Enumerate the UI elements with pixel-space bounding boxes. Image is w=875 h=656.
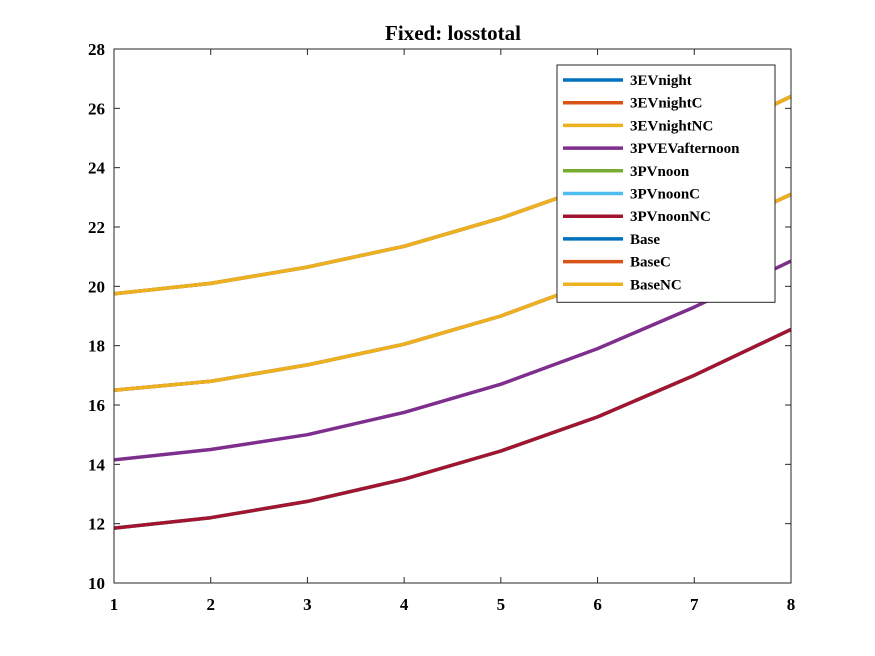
y-axis: 10 12 14 16 18 20 22 24 26 28 [88,40,791,593]
legend-label: BaseNC [630,277,682,293]
series-line-3pvnoon [113,327,792,530]
y-tick-label: 12 [88,515,105,534]
x-tick-label: 2 [206,595,215,614]
y-tick-label: 28 [88,40,105,59]
legend-label: BaseC [630,255,671,271]
legend-box [556,64,776,303]
x-tick-label: 4 [400,595,409,614]
y-tick-label: 14 [88,455,106,474]
y-tick-label: 16 [88,396,105,415]
legend-label: 3PVEVafternoon [630,141,740,157]
chart-title: Fixed: losstotal [385,21,521,45]
y-tick-label: 20 [88,277,105,296]
legend-label: 3EVnightC [630,96,703,112]
legend-label: 3PVnoonNC [630,209,711,225]
y-tick-label: 10 [88,574,105,593]
y-tick-label: 26 [88,99,105,118]
x-tick-label: 8 [787,595,796,614]
x-tick-label: 3 [303,595,312,614]
y-tick-label: 22 [88,218,105,237]
x-tick-label: 6 [593,595,602,614]
x-tick-label: 7 [690,595,699,614]
x-tick-label: 5 [497,595,506,614]
x-axis: 1 2 3 4 5 6 7 8 [110,49,796,614]
x-tick-label: 1 [110,595,119,614]
legend-label: 3PVnoonC [630,187,700,203]
y-tick-label: 18 [88,337,105,356]
y-tick-label: 24 [88,159,106,178]
legend-label: 3EVnight [630,73,692,89]
legend: 3EVnight 3EVnightC 3EVnightNC 3PVEVafternoo… [556,64,776,303]
legend-label: 3PVnoon [630,164,690,180]
plot-frame [113,48,792,584]
series-line-3pvevafternoon [113,259,792,462]
legend-label: 3EVnightNC [630,118,713,134]
legend-label: Base [630,232,660,248]
series-line-3pvnoonc [113,327,792,530]
series-line-3pvnoonnc [113,327,792,530]
